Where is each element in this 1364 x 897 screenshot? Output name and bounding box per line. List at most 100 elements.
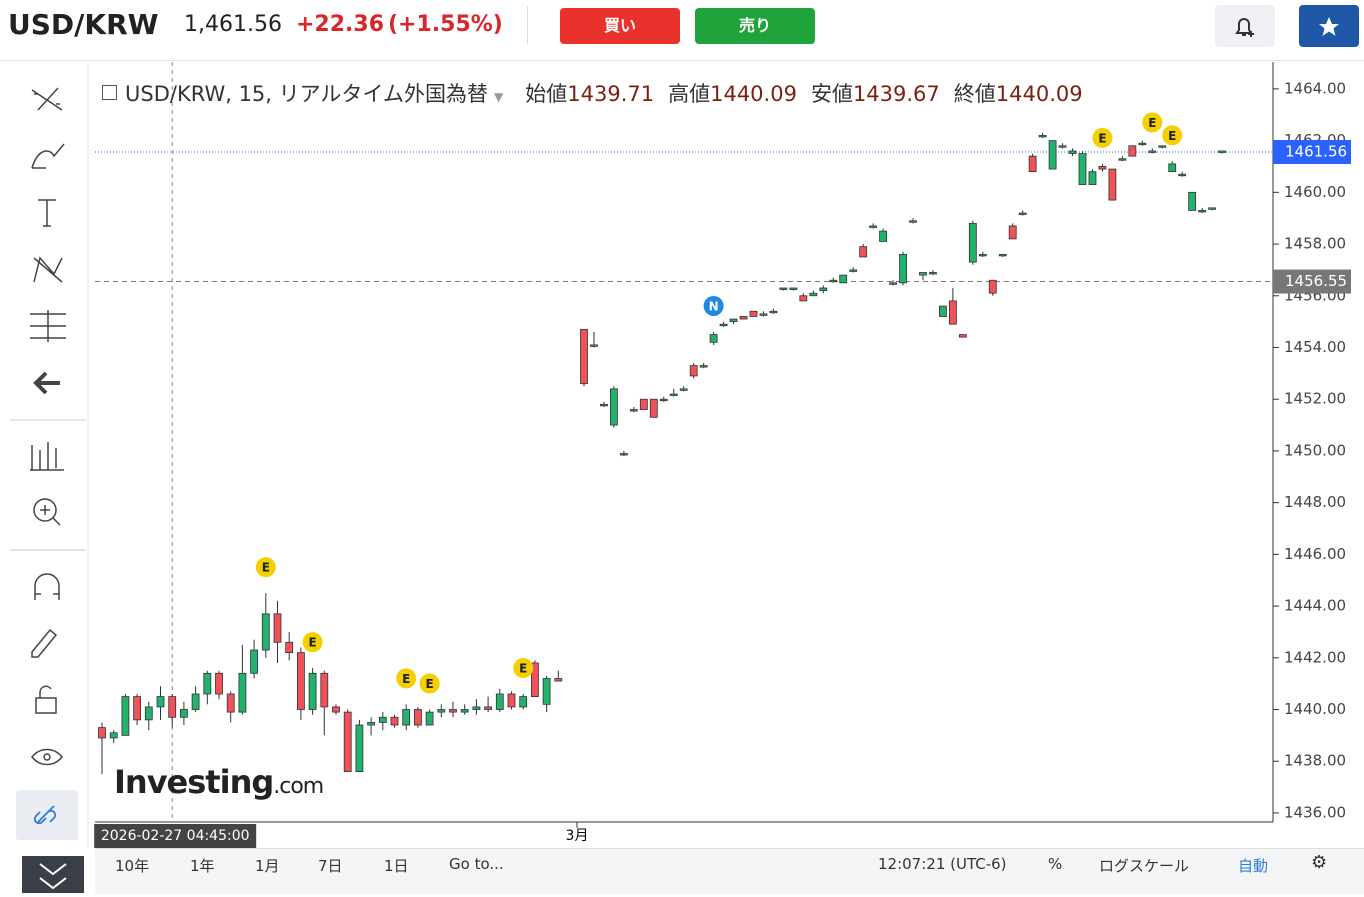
tool-unlock[interactable]	[35, 697, 57, 714]
crosshair-label-bg	[94, 824, 257, 848]
candle-body	[472, 706, 481, 710]
candle-body	[1018, 212, 1027, 215]
crosshair-label: 2026-02-27 04:45:00	[101, 828, 250, 844]
legend-open: 1439.71	[567, 82, 655, 106]
y-tick-label: 1458.00	[1284, 235, 1346, 253]
event-marker[interactable]	[1162, 125, 1183, 146]
candle-body	[789, 287, 798, 290]
tool-brush[interactable]	[31, 143, 65, 169]
collapse-icon[interactable]	[102, 85, 117, 100]
y-tick-label: 1440.00	[1284, 700, 1346, 718]
tool-zoom[interactable]	[33, 498, 57, 522]
candle-body	[378, 716, 387, 723]
range-button[interactable]: 1日	[384, 857, 409, 875]
candle-body	[899, 253, 907, 284]
range-button[interactable]: 7日	[318, 857, 343, 875]
event-label: E	[308, 636, 316, 650]
candle-body	[948, 300, 957, 325]
event-label: E	[402, 672, 410, 686]
candle-body	[849, 269, 858, 272]
candle-body	[425, 711, 434, 726]
tool-visibility[interactable]	[31, 748, 63, 766]
buy-button[interactable]: 買い	[560, 8, 680, 44]
event-marker[interactable]	[302, 632, 323, 653]
candle-body	[1068, 150, 1077, 154]
candle-body	[859, 246, 868, 258]
price: 1,461.56	[184, 12, 282, 37]
y-tick-label: 1444.00	[1284, 597, 1346, 615]
candle-body	[988, 279, 997, 294]
event-label: E	[519, 661, 527, 675]
x-tick-label: 3月	[566, 828, 589, 844]
candle-body	[779, 287, 788, 290]
event-marker[interactable]	[1142, 112, 1163, 133]
tool-lock-draw[interactable]	[31, 628, 58, 658]
range-button[interactable]: Go to...	[449, 855, 504, 873]
tool-magnet[interactable]	[34, 573, 60, 600]
range-button[interactable]: 1月	[255, 857, 280, 875]
candle-body	[191, 693, 200, 710]
dropdown[interactable]: ▼	[494, 90, 504, 104]
y-tick-label: 1442.00	[1284, 648, 1346, 666]
candle-body	[402, 709, 411, 726]
candle-body	[1058, 145, 1067, 148]
candle-body	[1098, 166, 1107, 170]
candle-body	[1138, 142, 1147, 146]
star-icon	[1319, 17, 1339, 36]
y-tick-label: 1450.00	[1284, 441, 1346, 459]
tool-fib[interactable]	[30, 310, 66, 342]
candle-body	[1178, 173, 1187, 177]
candle-body	[413, 709, 422, 726]
y-tick-label: 1446.00	[1284, 545, 1346, 563]
price-label-bg	[1273, 139, 1351, 164]
tool-trend[interactable]	[31, 87, 63, 111]
bottom-bar	[95, 848, 1364, 894]
candle-body	[639, 398, 648, 410]
settings[interactable]: ⚙	[1311, 852, 1328, 873]
range-button[interactable]: 10年	[115, 857, 150, 875]
chart-legend: USD/KRW, 15, リアルタイム外国為替 ▼ 始値1439.71 高値1440.…	[102, 78, 1083, 108]
legend-high: 1440.09	[710, 82, 797, 106]
candle-body	[968, 222, 977, 263]
candle-body	[749, 310, 758, 317]
event-marker[interactable]	[513, 657, 534, 678]
candle-body	[889, 282, 897, 285]
candle-body	[580, 328, 588, 385]
candle-body	[109, 732, 118, 739]
event-marker[interactable]	[396, 668, 417, 689]
percent-toggle[interactable]: %	[1048, 855, 1063, 873]
tool-back[interactable]	[33, 371, 60, 395]
auto-toggle[interactable]: 自動	[1238, 857, 1269, 875]
candle-body	[729, 318, 738, 323]
alert-button[interactable]	[1215, 5, 1275, 47]
tool-indicators[interactable]	[30, 442, 64, 471]
price-label: 1456.55	[1285, 272, 1347, 290]
candle-body	[1108, 168, 1117, 201]
candle-body	[679, 388, 688, 391]
tool-pattern[interactable]	[33, 256, 63, 283]
candle-body	[958, 334, 967, 338]
event-label: E	[425, 677, 433, 691]
candle-body	[1038, 135, 1047, 138]
event-marker[interactable]	[703, 295, 724, 316]
event-label: E	[262, 561, 270, 575]
log-toggle[interactable]: ログスケール	[1099, 857, 1190, 875]
collapse-button[interactable]	[22, 856, 84, 893]
watchlist-button[interactable]	[1299, 5, 1359, 47]
tool-link-bg[interactable]	[16, 790, 78, 840]
event-marker[interactable]	[1092, 127, 1113, 148]
range-button[interactable]: 1年	[190, 857, 215, 875]
tool-link[interactable]	[33, 805, 57, 825]
event-marker[interactable]	[419, 673, 440, 694]
symbol: USD/KRW	[8, 8, 159, 41]
candle-body	[1048, 140, 1057, 170]
tool-text[interactable]	[38, 199, 56, 227]
candle-body	[1078, 153, 1087, 185]
candle-body	[261, 613, 270, 651]
candle-body	[1028, 155, 1037, 173]
bell-icon	[1235, 18, 1254, 37]
event-marker[interactable]	[255, 557, 276, 578]
sell-button[interactable]: 売り	[695, 8, 815, 44]
candle-body	[799, 295, 808, 302]
candle-body	[1118, 158, 1127, 161]
